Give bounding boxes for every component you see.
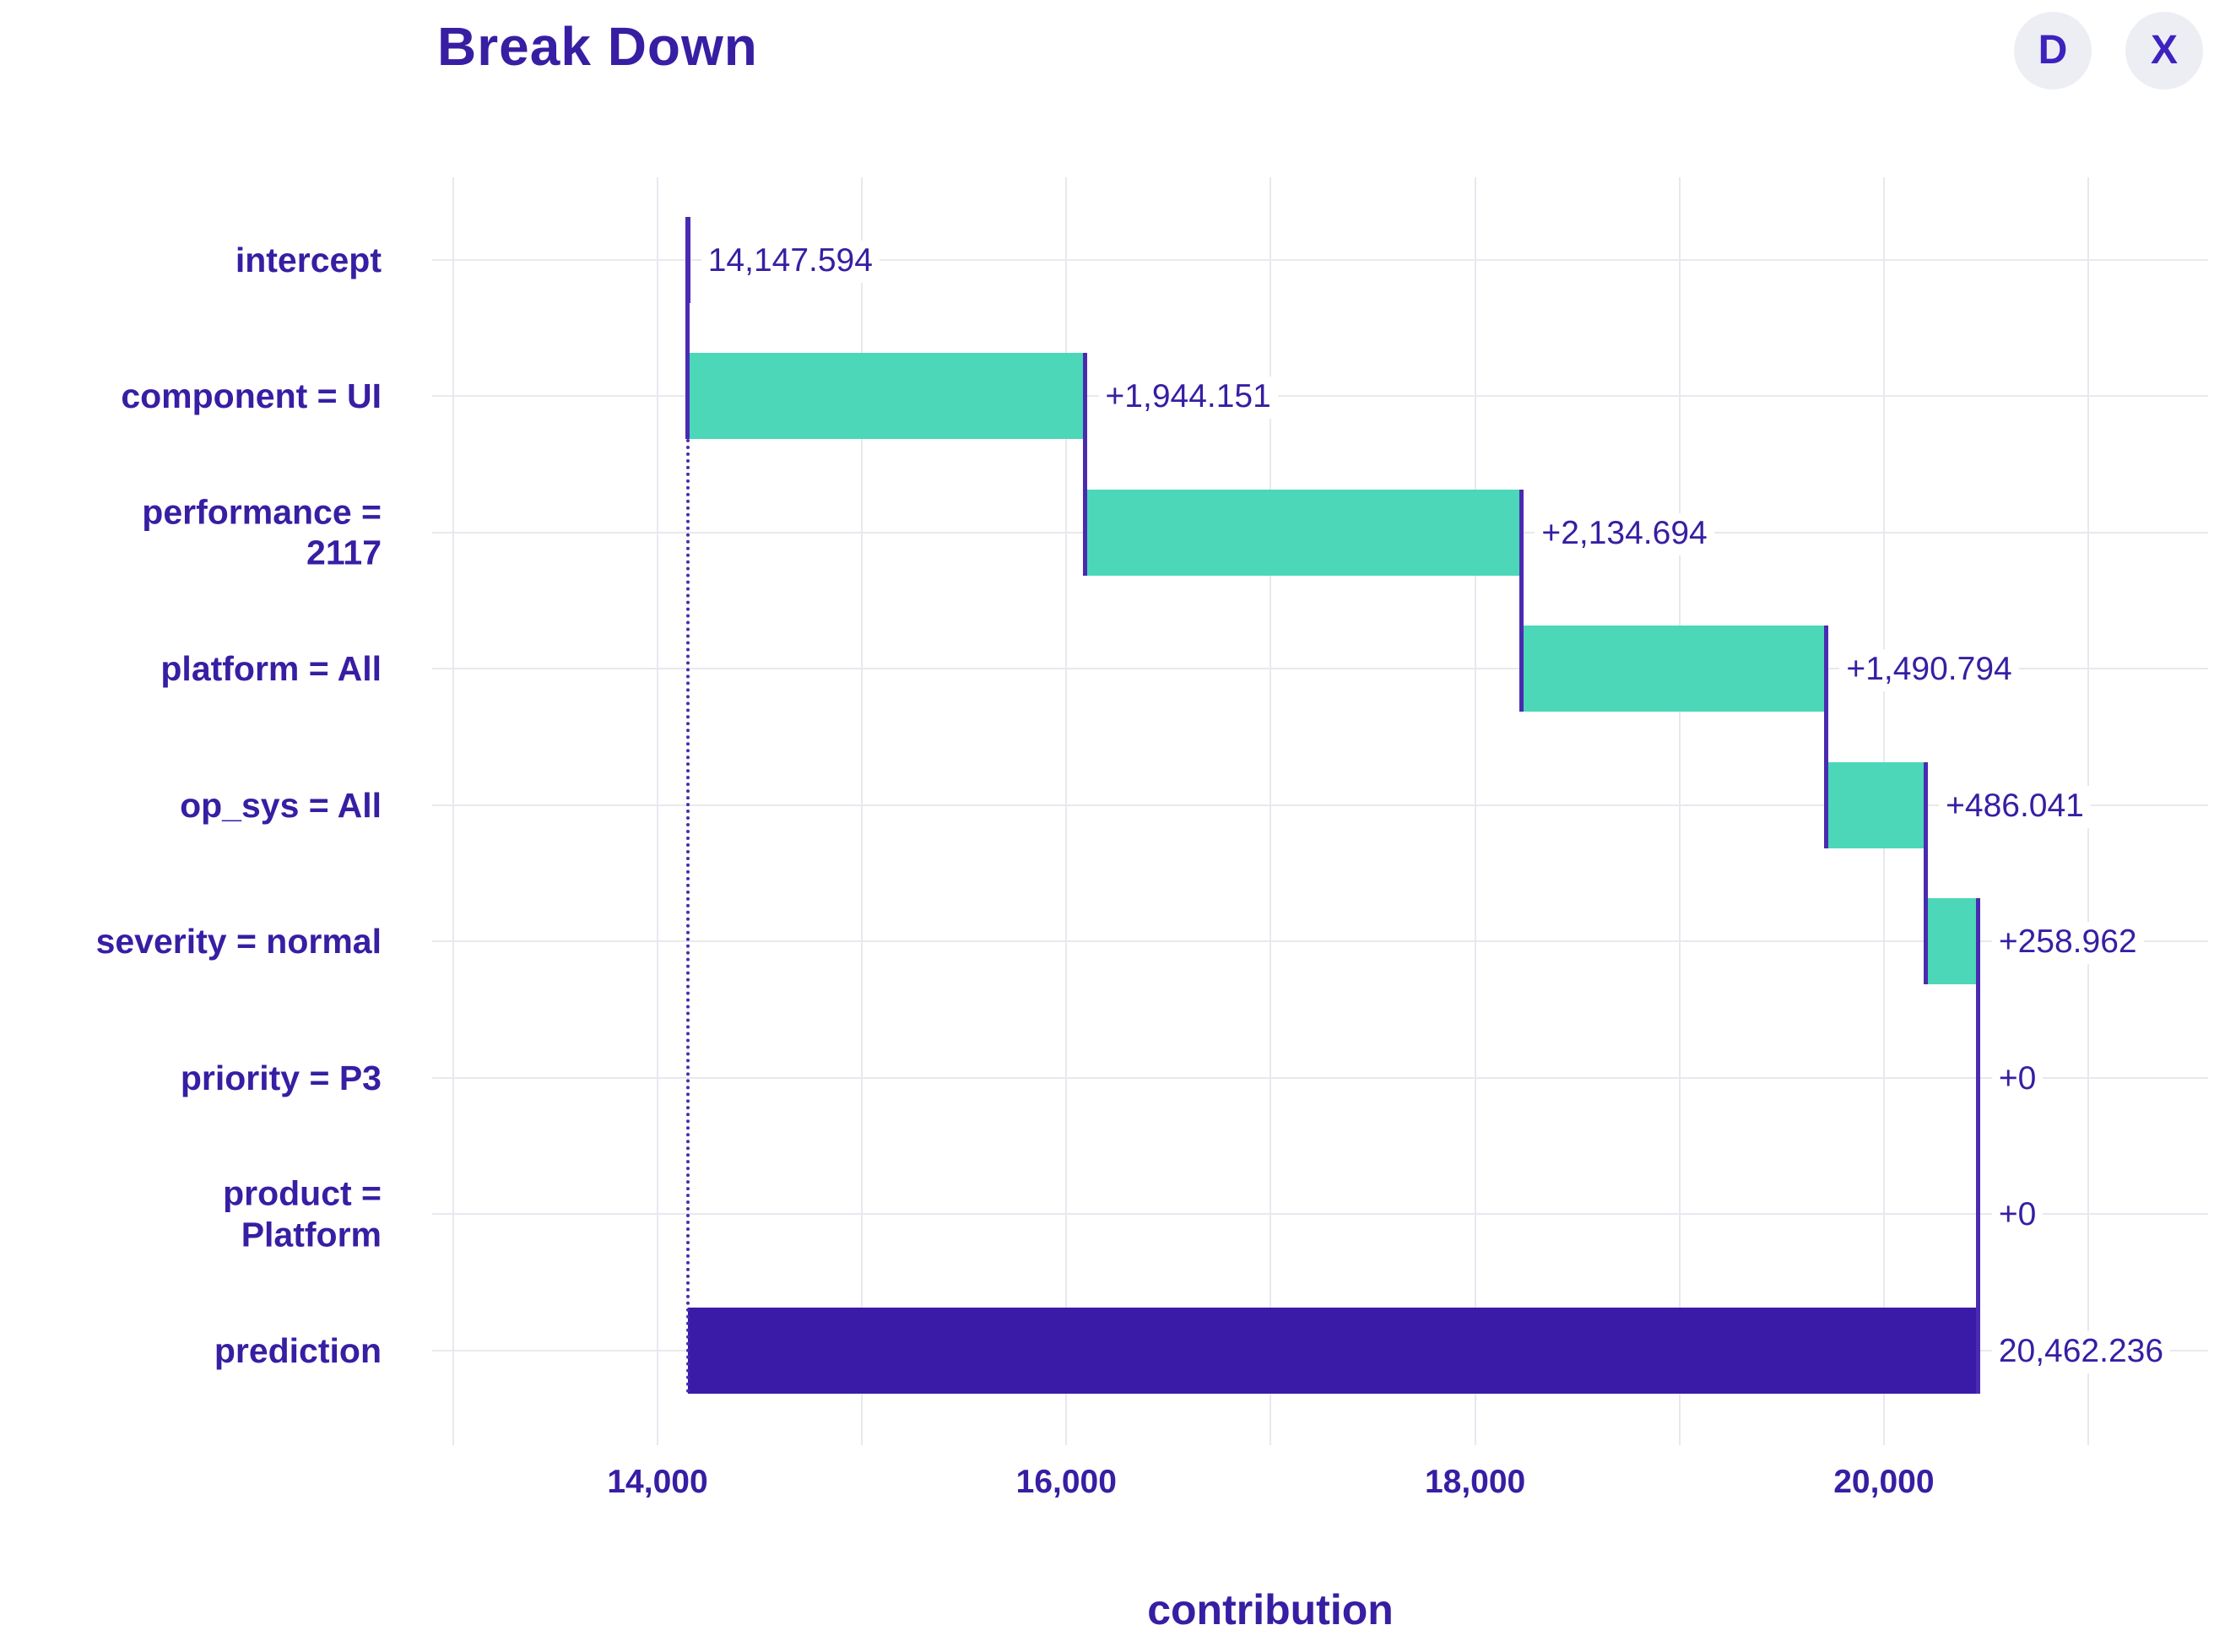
contribution-bar[interactable] <box>687 353 1085 440</box>
d-button[interactable]: D <box>2014 12 2092 89</box>
x-axis-title: contribution <box>1147 1586 1394 1633</box>
gridline-vertical <box>861 177 863 1445</box>
gridline-horizontal <box>432 1076 2208 1079</box>
connector-line <box>1823 626 1828 848</box>
x-tick-label: 14,000 <box>607 1464 708 1500</box>
connector-line <box>1083 353 1088 576</box>
gridline-vertical <box>1269 177 1272 1445</box>
prediction-bar[interactable] <box>687 1307 1979 1394</box>
gridline-horizontal <box>432 1213 2208 1216</box>
gridline-vertical <box>1678 177 1681 1445</box>
contribution-bar[interactable] <box>1925 898 1979 985</box>
connector-line <box>1923 761 1928 985</box>
connector-line <box>685 216 690 440</box>
gridline-horizontal <box>432 395 2208 398</box>
x-tick-label: 18,000 <box>1424 1464 1526 1500</box>
bar-value-label: +258.962 <box>1991 922 2144 965</box>
y-axis-label: op_sys = All <box>180 785 382 825</box>
gridline-horizontal <box>432 258 2208 261</box>
gridline-horizontal <box>432 940 2208 943</box>
panel-buttons: D X <box>2014 12 2203 89</box>
gridline-vertical <box>1065 177 1068 1445</box>
y-axis-label: platform = All <box>160 649 382 689</box>
bar-value-label: +2,134.694 <box>1535 512 1714 555</box>
bar-value-label: 20,462.236 <box>1991 1330 2171 1373</box>
connector-line <box>1976 1034 1981 1258</box>
y-axis-label: intercept <box>235 240 382 279</box>
gridline-vertical <box>657 177 658 1445</box>
intercept-guide-line <box>685 439 690 1394</box>
x-tick-label: 20,000 <box>1833 1464 1935 1500</box>
y-axis-label: component = UI <box>121 376 382 416</box>
x-tick-label: 16,000 <box>1015 1464 1117 1500</box>
gridline-horizontal <box>432 804 2208 806</box>
contribution-bar[interactable] <box>1521 626 1827 712</box>
bar-value-label: 14,147.594 <box>701 240 880 283</box>
connector-line <box>1976 898 1981 1121</box>
bar-value-label: +0 <box>1991 1058 2044 1101</box>
page-title: Break Down <box>437 16 758 77</box>
y-axis-label: prediction <box>214 1330 382 1370</box>
bar-value-label: +1,490.794 <box>1839 649 2019 692</box>
bar-value-label: +486.041 <box>1939 785 2091 828</box>
gridline-horizontal <box>432 668 2208 670</box>
y-axis-label: performance = 2117 <box>142 492 382 572</box>
bar-value-label: +0 <box>1991 1194 2044 1238</box>
x-button[interactable]: X <box>2125 12 2203 89</box>
gridline-vertical <box>452 177 454 1445</box>
connector-line <box>1519 489 1524 712</box>
connector-line <box>1976 1171 1981 1394</box>
gridline-vertical <box>1474 177 1476 1445</box>
y-axis-label: priority = P3 <box>180 1058 382 1097</box>
contribution-bar[interactable] <box>1085 489 1522 576</box>
bar-value-label: +1,944.151 <box>1098 376 1278 420</box>
contribution-bar[interactable] <box>1826 761 1926 848</box>
y-axis-label: product = Platform <box>223 1173 382 1254</box>
y-axis-label: severity = normal <box>95 922 382 961</box>
